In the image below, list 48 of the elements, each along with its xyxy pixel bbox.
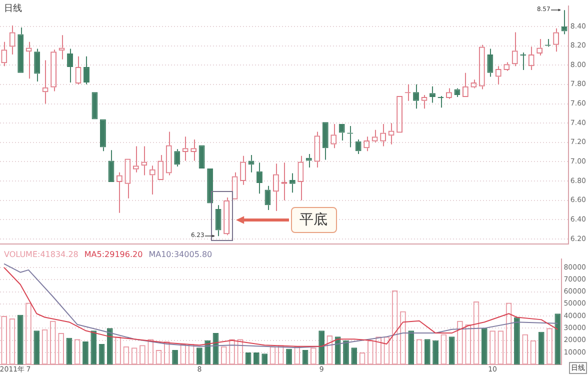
bar	[334, 336, 341, 365]
candlestick	[174, 148, 180, 168]
bar	[448, 336, 455, 365]
bar	[538, 332, 544, 365]
candlestick	[84, 56, 90, 85]
bar	[286, 348, 292, 365]
candlestick	[438, 96, 444, 108]
bar	[432, 340, 438, 365]
bar	[554, 314, 561, 365]
bar	[262, 354, 268, 365]
text: MA10:34005.80	[148, 250, 212, 259]
candlestick	[289, 172, 296, 194]
bar	[408, 330, 414, 365]
bar	[17, 314, 24, 365]
bar	[204, 340, 211, 365]
bar	[514, 317, 520, 365]
bar	[172, 350, 178, 365]
bar	[318, 330, 324, 365]
candlestick	[487, 48, 494, 78]
candlestick	[248, 154, 254, 173]
candlestick	[256, 162, 262, 194]
candlestick	[18, 26, 24, 73]
bar	[82, 342, 88, 365]
bar	[302, 350, 308, 365]
candlestick	[338, 124, 345, 141]
bar	[424, 339, 430, 365]
candlestick	[67, 48, 73, 84]
text: MA5:29196.20	[84, 250, 143, 259]
candlestick	[430, 86, 436, 104]
chart-title: 日线	[4, 2, 22, 15]
bar	[196, 348, 202, 365]
text: VOLUME:41834.28	[4, 250, 78, 259]
candlestick	[34, 48, 40, 82]
bar	[351, 348, 358, 365]
bar	[343, 340, 349, 365]
candlestick	[355, 138, 362, 154]
candlestick	[520, 52, 526, 70]
candlestick	[100, 119, 106, 152]
bar	[98, 344, 105, 365]
bar	[254, 352, 260, 365]
candlestick	[108, 150, 114, 182]
bar	[66, 338, 72, 365]
bar	[90, 330, 97, 365]
bar	[106, 328, 113, 365]
candlestick	[454, 88, 460, 98]
annotation: 平底	[290, 207, 337, 234]
bar	[481, 328, 488, 365]
bar	[34, 330, 40, 365]
